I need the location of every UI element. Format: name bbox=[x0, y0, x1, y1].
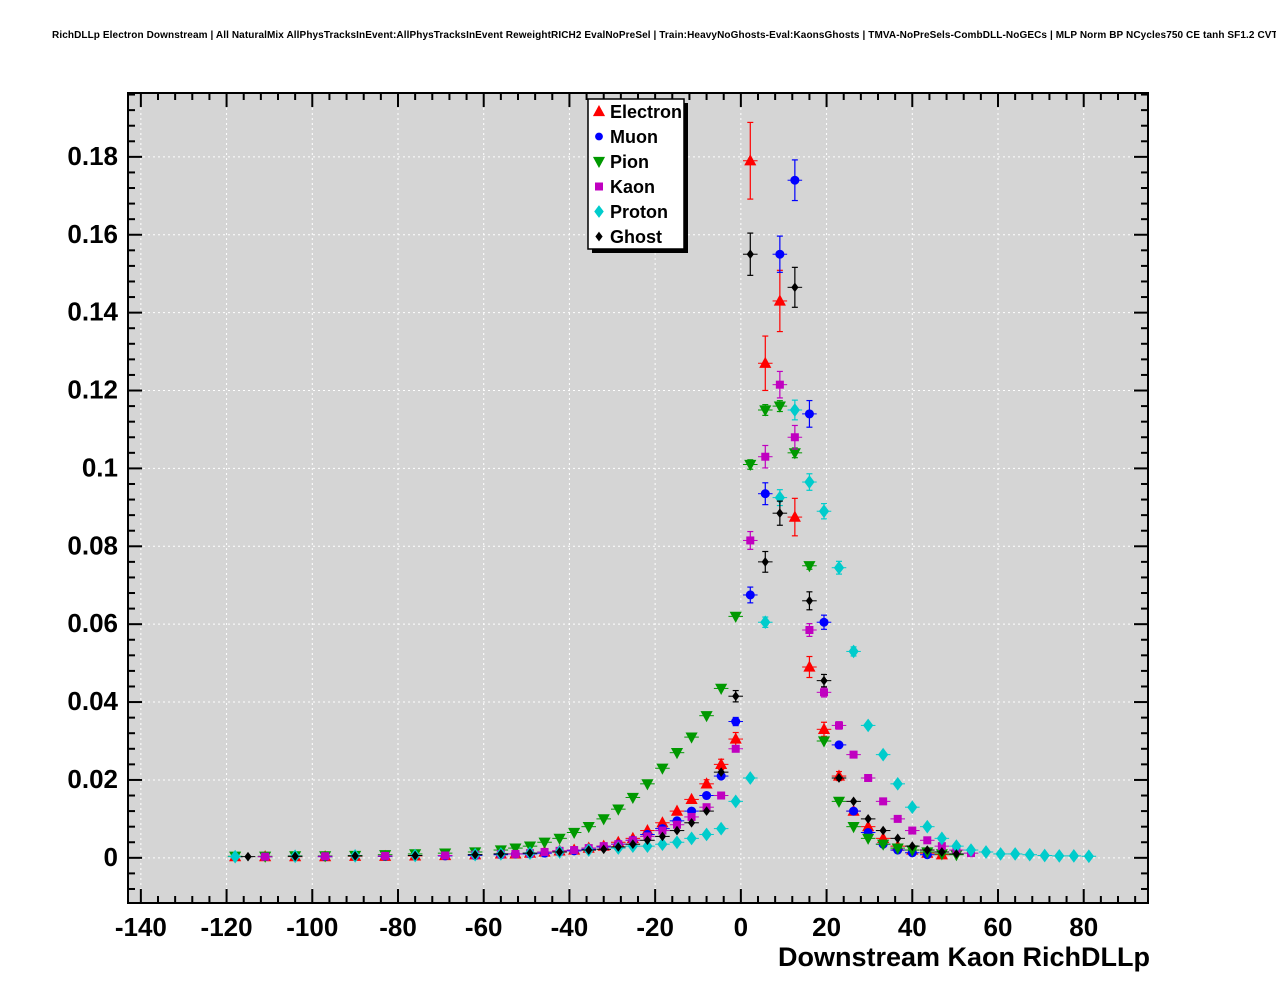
legend-marker-diamond-icon bbox=[595, 231, 603, 242]
legend-marker-diamond-icon bbox=[594, 205, 604, 218]
svg-text:-120: -120 bbox=[201, 912, 253, 942]
svg-text:-80: -80 bbox=[379, 912, 417, 942]
legend: Electron Muon Pion Kaon Proton Ghost bbox=[587, 98, 688, 253]
svg-text:0.16: 0.16 bbox=[67, 219, 118, 249]
legend-label: Electron bbox=[610, 102, 682, 122]
svg-text:0.1: 0.1 bbox=[82, 452, 118, 482]
legend-marker-triangle-down-icon bbox=[592, 156, 606, 169]
svg-text:-100: -100 bbox=[286, 912, 338, 942]
svg-text:0: 0 bbox=[104, 842, 118, 872]
svg-text:-20: -20 bbox=[636, 912, 674, 942]
svg-text:-60: -60 bbox=[465, 912, 503, 942]
legend-item-ghost: Ghost bbox=[595, 227, 662, 247]
svg-text:0: 0 bbox=[734, 912, 748, 942]
legend-label: Proton bbox=[610, 202, 668, 222]
plot-frame bbox=[127, 92, 1149, 904]
gridlines bbox=[128, 93, 1148, 903]
legend-box bbox=[587, 98, 685, 250]
legend-item-electron: Electron bbox=[592, 102, 682, 122]
svg-text:0.18: 0.18 bbox=[67, 141, 118, 171]
svg-text:0.12: 0.12 bbox=[67, 375, 118, 405]
y-tick-labels: 0 0.02 0.04 0.06 0.08 0.1 0.12 0.14 0.16 0.18 bbox=[67, 141, 118, 872]
legend-item-kaon: Kaon bbox=[595, 177, 655, 197]
svg-text:0.06: 0.06 bbox=[67, 608, 118, 638]
svg-text:20: 20 bbox=[812, 912, 841, 942]
legend-marker-square-icon bbox=[595, 182, 603, 191]
axis-ticks bbox=[128, 93, 1148, 903]
svg-text:0.02: 0.02 bbox=[67, 764, 118, 794]
svg-text:80: 80 bbox=[1069, 912, 1098, 942]
x-axis-title: Downstream Kaon RichDLLp bbox=[777, 942, 1150, 972]
svg-text:-140: -140 bbox=[115, 912, 167, 942]
svg-text:-40: -40 bbox=[551, 912, 589, 942]
svg-text:0.14: 0.14 bbox=[67, 297, 118, 327]
legend-item-pion: Pion bbox=[592, 152, 649, 172]
legend-label: Pion bbox=[610, 152, 649, 172]
legend-item-muon: Muon bbox=[595, 127, 658, 147]
series-ghost bbox=[240, 232, 964, 862]
legend-marker-circle-icon bbox=[595, 132, 603, 141]
plot-title: RichDLLp Electron Downstream | All Natur… bbox=[52, 30, 1276, 41]
svg-text:0.04: 0.04 bbox=[67, 686, 118, 716]
svg-text:0.08: 0.08 bbox=[67, 530, 118, 560]
svg-text:40: 40 bbox=[898, 912, 927, 942]
legend-marker-triangle-up-icon bbox=[592, 104, 606, 117]
legend-label: Ghost bbox=[610, 227, 662, 247]
x-tick-labels: -140 -120 -100 -80 -60 -40 -20 0 20 40 60 80 bbox=[115, 912, 1098, 942]
svg-text:60: 60 bbox=[984, 912, 1013, 942]
legend-item-proton: Proton bbox=[594, 202, 668, 222]
legend-label: Muon bbox=[610, 127, 658, 147]
legend-label: Kaon bbox=[610, 177, 655, 197]
